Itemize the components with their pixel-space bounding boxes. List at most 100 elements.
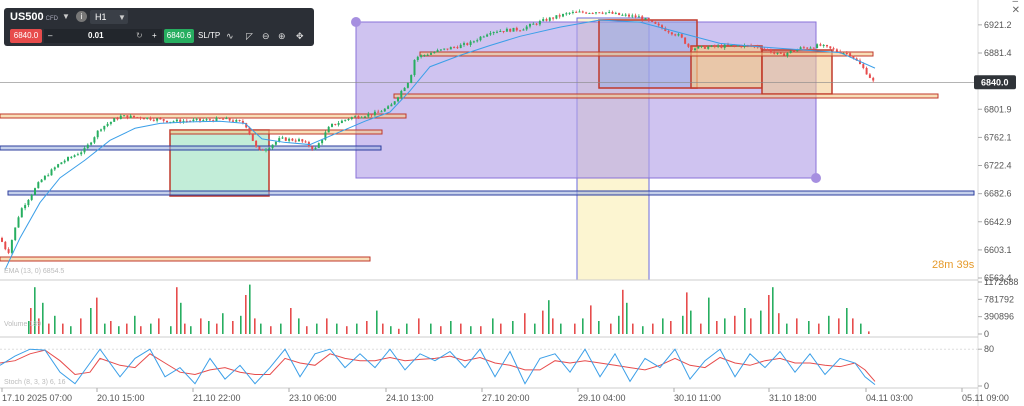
zone-green[interactable] [169, 129, 270, 197]
candle-body [218, 117, 221, 119]
symbol-selector[interactable]: US500 CFD [10, 11, 58, 23]
candle-body [314, 147, 317, 150]
timeframe-dropdown-icon[interactable]: ▼ [118, 13, 126, 22]
candle-body [20, 208, 23, 218]
volume-bar [618, 315, 620, 334]
candle-body [123, 115, 126, 117]
zoom-in-icon[interactable]: ⊕ [278, 31, 286, 41]
candle-body [703, 45, 706, 49]
level-box-blue-2[interactable] [7, 190, 975, 196]
candle-body [14, 227, 17, 241]
level-box-top[interactable] [419, 51, 874, 57]
volume-bar [450, 321, 452, 334]
volume-tick-label: 0 [984, 329, 989, 339]
candle-body [416, 56, 419, 60]
candle-body [397, 97, 399, 102]
candle-body [591, 12, 594, 14]
candle-body [327, 126, 330, 133]
candle-body [63, 160, 66, 163]
candle-body [159, 118, 162, 120]
minimize-button[interactable]: – [1012, 0, 1018, 7]
candle-body [694, 48, 696, 50]
volume-bar [190, 326, 192, 334]
info-icon[interactable]: i [76, 11, 87, 22]
quantity-value[interactable]: 0.01 [88, 31, 104, 40]
buy-button[interactable]: 6840.6 [164, 29, 194, 43]
candle-body [766, 49, 769, 51]
candle-body [344, 119, 347, 121]
quantity-plus-button[interactable]: + [152, 31, 157, 40]
candle-body [281, 137, 284, 139]
zone-orange-2[interactable] [761, 49, 833, 95]
candle-body [707, 46, 710, 49]
volume-bar [366, 321, 368, 334]
candle-body [53, 167, 56, 170]
candle-body [512, 27, 515, 32]
candle-body [555, 15, 558, 19]
candle-body [819, 44, 822, 46]
volume-bar [670, 321, 672, 334]
close-button[interactable]: ✕ [1011, 5, 1020, 16]
quantity-minus-button[interactable]: – [48, 31, 53, 40]
volume-bar [232, 321, 234, 334]
candle-body [439, 49, 442, 51]
candle-body [618, 12, 621, 15]
candle-body [103, 125, 106, 130]
volume-bar [708, 297, 710, 334]
volume-bar [662, 318, 664, 334]
indicator-icon[interactable]: ∿ [226, 31, 234, 41]
volume-bar [610, 323, 612, 334]
candle-body [670, 32, 673, 35]
timeframe-selector[interactable]: H1 [90, 10, 128, 24]
zoom-out-icon[interactable]: ⊖ [262, 31, 270, 41]
symbol-dropdown-icon[interactable]: ▼ [62, 12, 70, 21]
zone-handle-top[interactable] [351, 17, 361, 27]
sl-tp-button[interactable]: SL/TP [198, 31, 221, 40]
volume-bar [622, 289, 624, 334]
candle-body [519, 30, 522, 32]
candle-body [37, 182, 40, 189]
candle-body [486, 34, 489, 37]
candle-body [631, 15, 634, 17]
candle-body [456, 47, 459, 49]
candle-body [30, 194, 33, 200]
candle-body [466, 43, 469, 45]
x-tick-label: 21.10 22:00 [193, 393, 241, 403]
reverse-icon[interactable]: ↻ [136, 31, 143, 40]
level-box-current[interactable] [393, 93, 939, 99]
candle-body [552, 17, 555, 19]
x-tick-label: 29.10 04:00 [578, 393, 626, 403]
candle-body [608, 11, 611, 13]
move-icon[interactable]: ✥ [296, 31, 304, 41]
candle-body [611, 11, 614, 14]
level-box-bottom[interactable] [0, 256, 371, 262]
candle-body [496, 31, 498, 33]
level-box-blue-1[interactable] [0, 145, 382, 151]
volume-bar [356, 323, 358, 334]
candle-body [50, 169, 53, 176]
zone-handle-bottom[interactable] [811, 173, 821, 183]
candle-body [251, 134, 254, 141]
stoch-k-line [0, 348, 876, 386]
volume-bar [796, 318, 798, 334]
candle-body [809, 47, 812, 49]
sell-button[interactable]: 6840.0 [10, 29, 42, 43]
volume-bar [552, 318, 554, 334]
quantity-stepper[interactable]: – 0.01 ↻ + [44, 29, 162, 43]
volume-bar [134, 315, 136, 334]
level-box-left-mid[interactable] [169, 129, 383, 135]
candle-body [505, 28, 508, 32]
candle-body [34, 188, 36, 195]
volume-bar [690, 310, 692, 334]
level-box-left-upper[interactable] [0, 113, 407, 119]
y-tick-label: 6921.2 [984, 20, 1012, 30]
candle-body [116, 118, 119, 120]
volume-bar [682, 315, 684, 334]
drawing-tool-icon[interactable]: ◸ [246, 31, 253, 41]
symbol-suffix: CFD [45, 16, 58, 22]
volume-bar [772, 287, 774, 334]
volume-bar [216, 323, 218, 334]
volume-bar [838, 318, 840, 334]
